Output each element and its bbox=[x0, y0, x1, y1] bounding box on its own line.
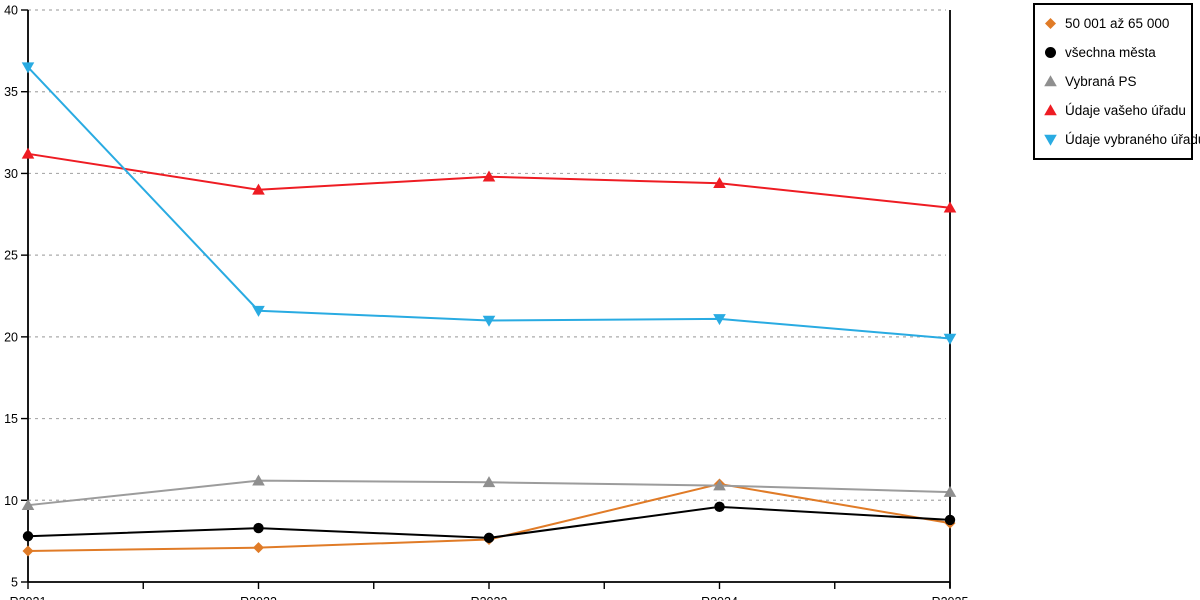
legend-item: Údaje vašeho úřadu bbox=[1043, 96, 1186, 125]
data-point-marker bbox=[22, 531, 34, 542]
diamond-icon bbox=[1045, 18, 1056, 29]
legend-item: 50 001 až 65 000 bbox=[1043, 9, 1183, 38]
x-tick-label: R2023 bbox=[471, 595, 508, 600]
x-tick-label: R2025 bbox=[932, 595, 969, 600]
data-point-marker bbox=[944, 514, 956, 526]
y-tick-label: 40 bbox=[4, 4, 18, 18]
data-point-marker bbox=[253, 522, 264, 534]
data-point-marker bbox=[943, 201, 957, 213]
data-point-marker bbox=[483, 532, 495, 544]
x-tick-label: R2022 bbox=[240, 595, 277, 600]
legend-item-label: Údaje vašeho úřadu bbox=[1065, 102, 1186, 118]
data-point-marker bbox=[21, 498, 35, 510]
legend-item-label: Vybraná PS bbox=[1065, 73, 1137, 89]
y-tick-label: 10 bbox=[4, 494, 18, 508]
data-point-marker bbox=[21, 147, 35, 159]
legend: 50 001 až 65 000 všechna města Vybraná PS Ú… bbox=[1033, 3, 1200, 160]
legend-item-label: Údaje vybraného úřadu bbox=[1065, 131, 1200, 147]
data-point-marker bbox=[252, 305, 265, 317]
data-point-marker bbox=[482, 476, 496, 488]
data-point-marker bbox=[21, 62, 35, 74]
triangle-up-icon bbox=[1044, 104, 1057, 116]
data-point-marker bbox=[713, 314, 726, 326]
data-point-marker bbox=[713, 177, 726, 189]
y-tick-label: 5 bbox=[11, 576, 18, 590]
series-line-4 bbox=[27, 66, 951, 340]
data-point-marker bbox=[714, 501, 725, 513]
data-point-marker bbox=[252, 474, 265, 486]
legend-item: Vybraná PS bbox=[1043, 67, 1183, 96]
circle-icon bbox=[1045, 47, 1056, 58]
y-tick-label: 20 bbox=[4, 330, 18, 344]
data-point-marker bbox=[482, 170, 496, 182]
legend-item: Údaje vybraného úřadu bbox=[1043, 125, 1200, 154]
x-tick-label: R2024 bbox=[701, 595, 738, 600]
triangle-down-icon bbox=[1044, 134, 1057, 146]
data-point-marker bbox=[713, 479, 726, 491]
data-point-marker bbox=[253, 542, 264, 554]
legend-item-label: 50 001 až 65 000 bbox=[1065, 15, 1170, 31]
data-point-marker bbox=[22, 545, 34, 557]
data-point-marker bbox=[252, 183, 265, 195]
y-tick-label: 30 bbox=[4, 167, 18, 181]
legend-item-label: všechna města bbox=[1065, 44, 1156, 60]
data-point-marker bbox=[482, 315, 496, 327]
legend-item: všechna města bbox=[1043, 38, 1183, 67]
y-tick-label: 25 bbox=[4, 249, 18, 263]
y-tick-label: 35 bbox=[4, 85, 18, 99]
data-point-marker bbox=[943, 333, 957, 345]
data-point-marker bbox=[943, 485, 957, 497]
x-tick-label: R2021 bbox=[10, 595, 47, 600]
triangle-up-icon bbox=[1044, 75, 1057, 87]
y-tick-label: 15 bbox=[4, 412, 18, 426]
